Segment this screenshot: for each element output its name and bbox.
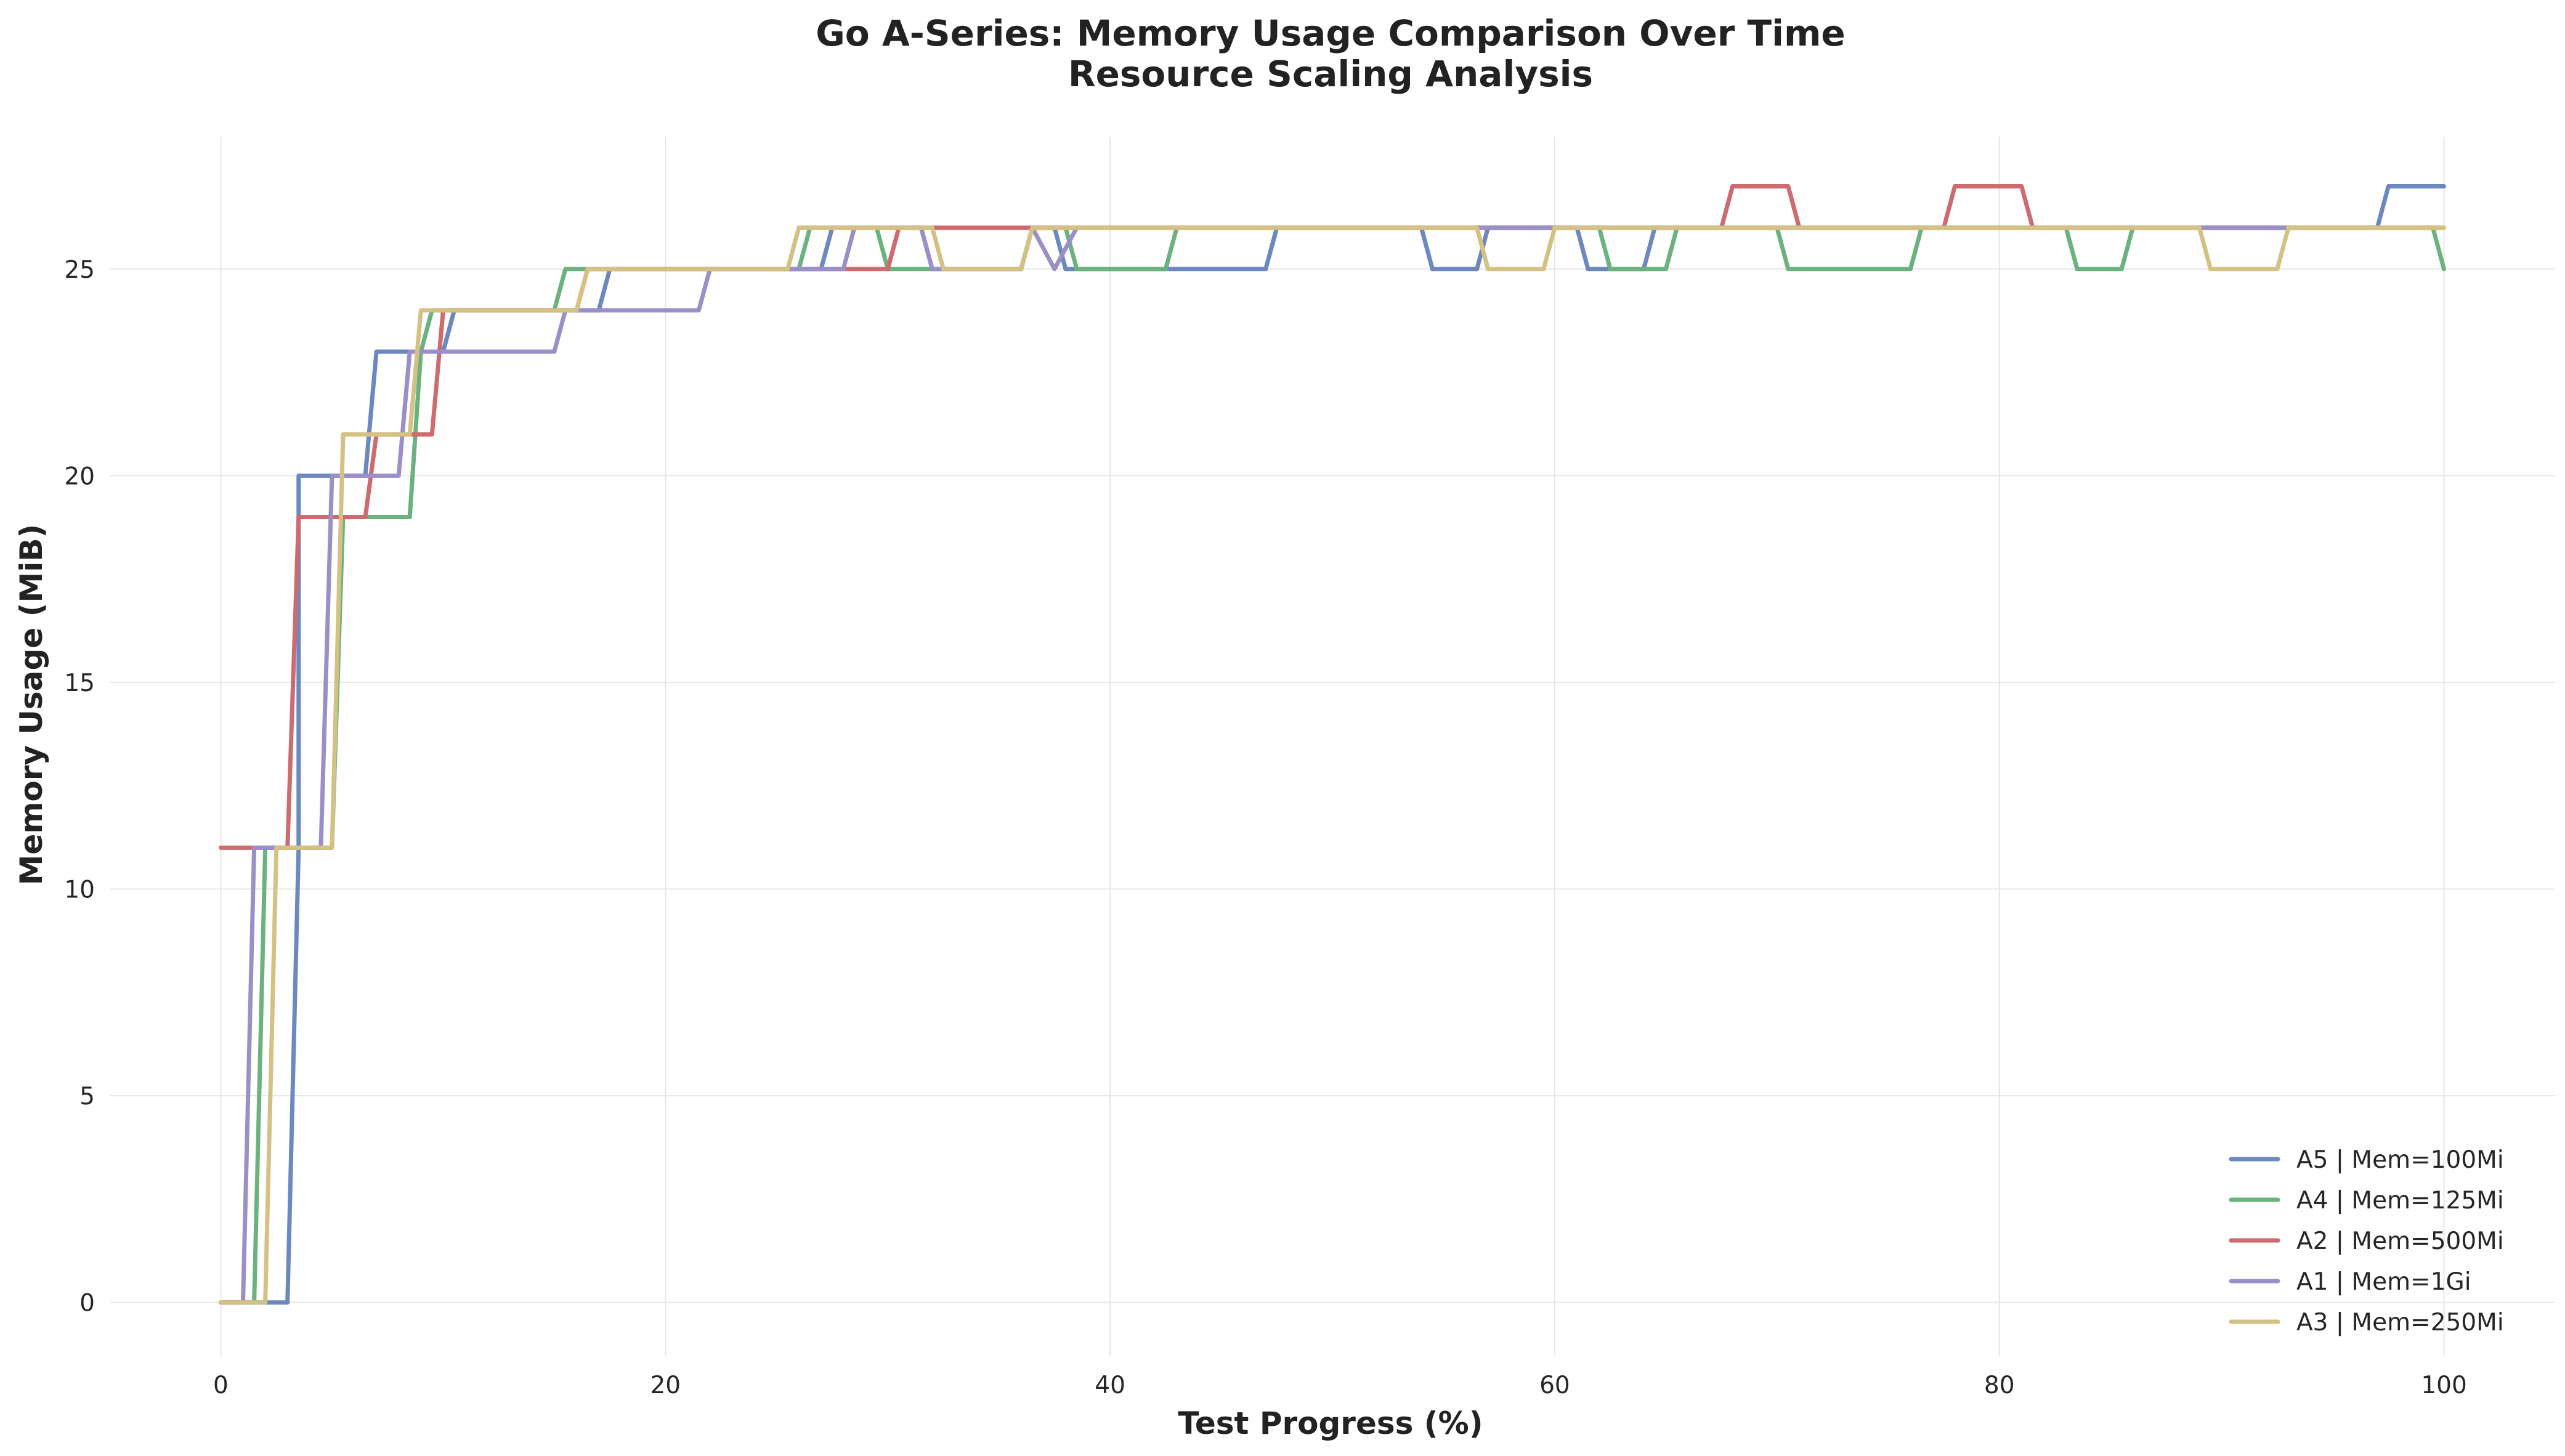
y-tick-label: 15: [64, 669, 95, 697]
y-axis-label: Memory Usage (MiB): [14, 524, 49, 886]
x-tick-label: 0: [213, 1372, 229, 1399]
series-line-5: [219, 225, 2446, 1305]
chart-subtitle: Resource Scaling Analysis: [1068, 53, 1593, 95]
legend-label: A1 | Mem=1Gi: [2296, 1268, 2471, 1296]
legend-entry: A3 | Mem=250Mi: [2229, 1309, 2504, 1337]
series-line-3: [219, 184, 2446, 850]
x-tick-label: 60: [1539, 1372, 1570, 1399]
series-line-2: [219, 225, 2446, 1305]
grid: [110, 137, 2555, 1356]
x-tick-label: 20: [650, 1372, 681, 1399]
x-axis-label: Test Progress (%): [1178, 1405, 1483, 1441]
legend-entry: A5 | Mem=100Mi: [2229, 1146, 2504, 1174]
legend-label: A3 | Mem=250Mi: [2296, 1309, 2504, 1337]
y-tick-label: 10: [64, 876, 95, 904]
y-tick-label: 5: [79, 1083, 95, 1110]
series-lines: [219, 184, 2446, 1305]
legend-entry: A2 | Mem=500Mi: [2229, 1227, 2504, 1255]
x-tick-label: 80: [1984, 1372, 2015, 1399]
legend-entry: A1 | Mem=1Gi: [2229, 1268, 2471, 1296]
legend-entry: A4 | Mem=125Mi: [2229, 1187, 2504, 1215]
y-tick-label: 25: [64, 256, 95, 284]
legend: A5 | Mem=100Mi A4 | Mem=125Mi A2 | Mem=500…: [2229, 1146, 2504, 1337]
x-tick-label: 40: [1095, 1372, 1125, 1399]
x-tick-label: 100: [2421, 1372, 2466, 1399]
tick-labels: 0 20 40 60 80 100 0 5 10 15 20 25: [64, 256, 2466, 1399]
y-tick-label: 20: [64, 463, 95, 490]
legend-label: A4 | Mem=125Mi: [2296, 1187, 2504, 1215]
legend-label: A2 | Mem=500Mi: [2296, 1227, 2504, 1255]
series-line-4: [219, 225, 2446, 1305]
y-tick-label: 0: [79, 1290, 95, 1317]
legend-label: A5 | Mem=100Mi: [2296, 1146, 2504, 1174]
chart-title: Go A-Series: Memory Usage Comparison Ove…: [816, 12, 1846, 54]
